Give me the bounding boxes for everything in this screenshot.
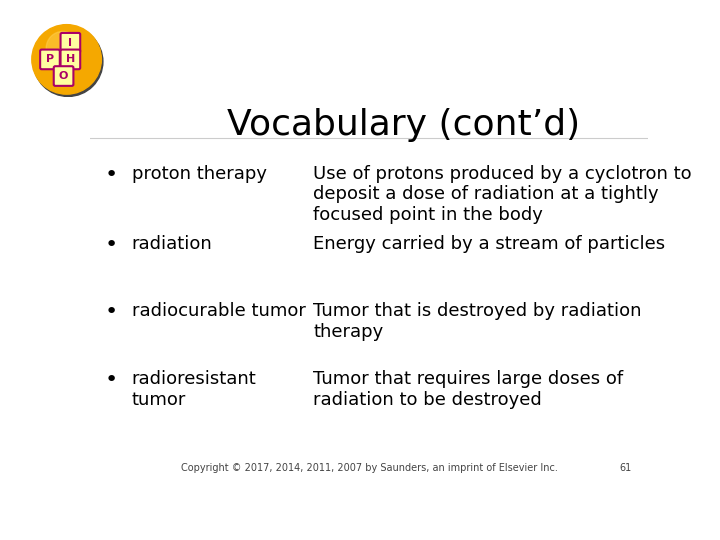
Text: H: H [66, 55, 75, 64]
FancyBboxPatch shape [40, 50, 60, 69]
Text: radiocurable tumor: radiocurable tumor [132, 302, 306, 320]
Circle shape [33, 27, 103, 97]
Circle shape [32, 25, 102, 94]
Text: radioresistant
tumor: radioresistant tumor [132, 370, 256, 409]
Text: P: P [46, 55, 54, 64]
Text: proton therapy: proton therapy [132, 165, 267, 183]
Text: O: O [59, 71, 68, 81]
Text: •: • [104, 165, 118, 185]
Text: Energy carried by a stream of particles: Energy carried by a stream of particles [313, 235, 665, 253]
Text: Tumor that requires large doses of
radiation to be destroyed: Tumor that requires large doses of radia… [313, 370, 624, 409]
Text: Copyright © 2017, 2014, 2011, 2007 by Saunders, an imprint of Elsevier Inc.: Copyright © 2017, 2014, 2011, 2007 by Sa… [181, 463, 557, 473]
Text: Vocabulary (cont’d): Vocabulary (cont’d) [227, 109, 580, 143]
Text: I: I [68, 38, 73, 48]
FancyBboxPatch shape [60, 50, 80, 69]
FancyBboxPatch shape [60, 33, 80, 52]
Circle shape [46, 31, 79, 65]
Text: radiation: radiation [132, 235, 212, 253]
Text: Use of protons produced by a cyclotron to
deposit a dose of radiation at a tight: Use of protons produced by a cyclotron t… [313, 165, 692, 224]
Text: •: • [104, 235, 118, 255]
FancyBboxPatch shape [54, 66, 73, 86]
Text: •: • [104, 302, 118, 322]
Text: Tumor that is destroyed by radiation
therapy: Tumor that is destroyed by radiation the… [313, 302, 642, 341]
Text: 61: 61 [619, 463, 631, 473]
Text: •: • [104, 370, 118, 390]
